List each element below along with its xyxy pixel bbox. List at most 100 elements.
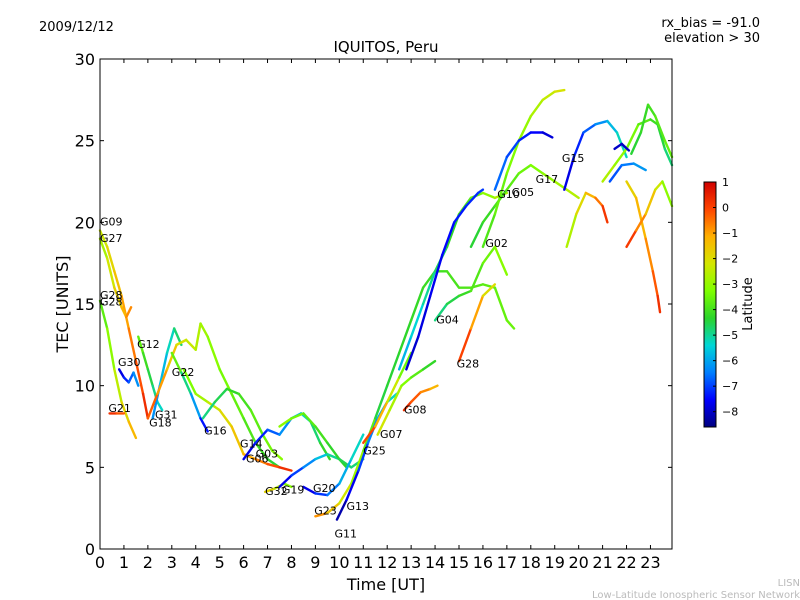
x-tick-label: 11	[353, 553, 373, 572]
series-g26-segment	[582, 123, 597, 134]
series-g26-segment	[594, 119, 609, 126]
series-g10-segment	[469, 261, 485, 293]
x-axis-ticks: 0 1 2 3 4 5 6 7 8 9 10 11 12 13 14 15 16 17 18 19 20 21 22 23	[95, 59, 661, 572]
series-g22-segment	[194, 322, 202, 351]
series-g04-segment	[409, 286, 425, 322]
series-g17-segment	[565, 188, 580, 200]
series-g08-segment	[402, 400, 413, 412]
satellite-label-g13: G13	[347, 500, 370, 513]
series-g02-segment	[397, 335, 413, 371]
x-tick-label: 19	[545, 553, 565, 572]
series-g08-segment	[409, 391, 422, 404]
date-label: 2009/12/12	[39, 20, 114, 35]
series-g36-segment	[620, 162, 635, 167]
series-g01	[630, 103, 674, 159]
series-g17-segment	[469, 221, 485, 249]
series-g34	[625, 180, 674, 249]
series-g17-segment	[505, 172, 521, 191]
series-g20	[278, 412, 365, 469]
colorbar-tick-label: −4	[722, 304, 738, 317]
series-g06-segment	[266, 428, 281, 436]
series-g20-segment	[326, 441, 341, 461]
series-g03-segment	[261, 433, 274, 453]
series-g35-segment	[620, 142, 631, 152]
x-tick-label: 15	[449, 553, 469, 572]
series-g20-segment	[278, 417, 293, 428]
x-tick-label: 9	[310, 553, 320, 572]
series-g26-segment	[572, 131, 585, 159]
series-g22	[175, 322, 281, 469]
series-g10-segment	[481, 245, 497, 265]
satellite-label-g06: G06	[246, 452, 269, 465]
satellite-label-g07: G07	[380, 428, 403, 441]
series-g12-segment	[141, 351, 150, 371]
satellite-label-g21: G21	[108, 402, 131, 415]
elevation-label: elevation > 30	[664, 31, 760, 46]
satellite-label-g22: G22	[172, 366, 195, 379]
series-g01-segment	[663, 139, 674, 159]
series-g06-segment	[318, 441, 331, 461]
series-g04-segment	[493, 286, 509, 322]
series-g13-segment	[326, 482, 341, 497]
series-g14-segment	[266, 462, 281, 469]
series-g29-segment	[584, 191, 597, 200]
series-g33	[625, 180, 662, 314]
series-g36	[608, 162, 647, 183]
series-g19-segment	[278, 474, 293, 489]
series-g24-segment	[601, 163, 616, 183]
satellite-label-g10: G10	[497, 188, 520, 201]
series-g15-segment	[541, 90, 556, 102]
colorbar-tick-label: 1	[722, 176, 729, 189]
colorbar-ticks: 1 0 −1 −2 −3 −4 −5 −6 −7 −8	[713, 176, 738, 419]
series-g07	[376, 359, 437, 436]
series-g22-segment	[199, 322, 209, 338]
series-g23-segment	[326, 502, 341, 515]
x-tick-label: 16	[473, 553, 493, 572]
series-g05	[405, 188, 485, 371]
series-g01-segment	[630, 131, 643, 155]
x-tick-label: 20	[568, 553, 588, 572]
series-g17-segment	[529, 163, 544, 175]
series-g02-segment	[409, 302, 425, 338]
series-g23-segment	[338, 482, 353, 505]
series-g14-segment	[218, 408, 233, 428]
series-g13-segment	[302, 485, 317, 495]
series-g34-segment	[654, 180, 664, 191]
colorbar-tick-label: −3	[722, 278, 738, 291]
satellite-label-g05: G05	[512, 186, 535, 199]
series-g20-segment	[302, 412, 317, 428]
satellite-label-layer: G09G27G28G28G30G12G21G22G31G18G16G14G03G…	[100, 152, 584, 541]
series-g16-segment	[180, 371, 193, 396]
series-g12-segment	[137, 335, 145, 355]
series-g14-segment	[278, 466, 293, 472]
series-g17-segment	[517, 163, 532, 175]
series-g34-segment	[661, 180, 674, 208]
series-g15-segment	[553, 88, 566, 93]
series-g28-segment	[127, 420, 138, 440]
y-tick-label: 20	[75, 213, 95, 232]
x-tick-label: 4	[191, 553, 201, 572]
series-g35-segment	[613, 142, 623, 151]
y-tick-label: 10	[75, 377, 95, 396]
series-g04-segment	[445, 270, 461, 289]
x-tick-label: 10	[329, 553, 349, 572]
series-g30-segment	[132, 371, 140, 387]
series-g12-segment	[146, 368, 154, 387]
series-g31-segment	[165, 327, 176, 355]
satellite-label-g03: G03	[256, 448, 279, 461]
y-tick-label: 5	[85, 458, 95, 477]
y-tick-label: 30	[75, 50, 95, 69]
series-g08-segment	[419, 387, 432, 394]
series-g15b	[493, 131, 554, 191]
satellite-label-g02: G02	[485, 237, 508, 250]
series-g22-segment	[206, 335, 221, 371]
series-g09-segment	[127, 327, 138, 363]
series-g13	[302, 433, 365, 497]
series-g29	[565, 191, 609, 249]
footer-network: Low-Latitude Ionospheric Sensor Network	[592, 590, 800, 600]
series-g33-segment	[634, 196, 647, 240]
series-g03-segment	[225, 387, 241, 396]
series-g24-segment	[625, 123, 640, 151]
satellite-label-g28: G28	[100, 289, 123, 302]
